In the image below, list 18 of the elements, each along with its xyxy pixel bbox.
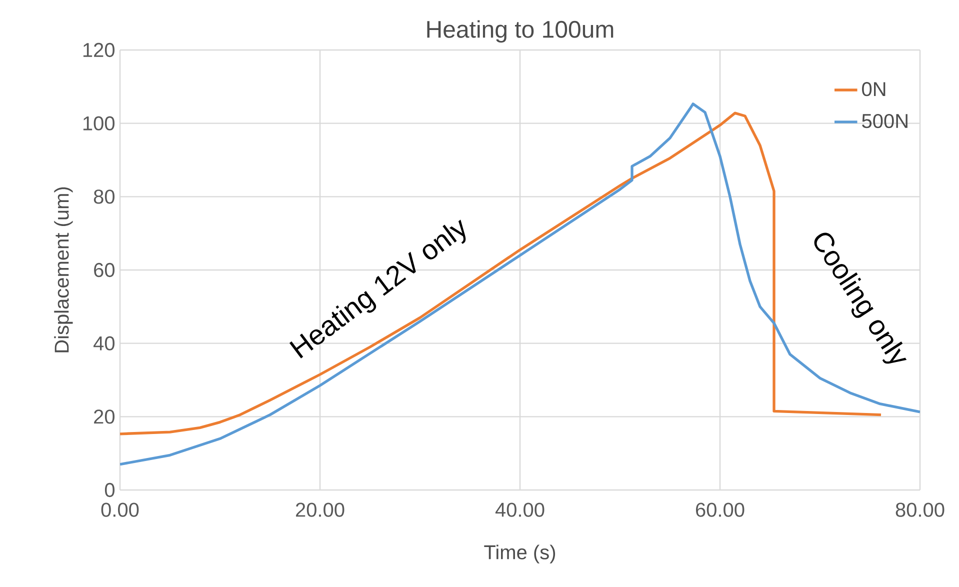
y-tick-label: 0 <box>104 482 115 498</box>
x-tick-label: 40.00 <box>495 502 544 517</box>
y-tick-label: 40 <box>94 336 114 350</box>
legend-label: 0N <box>862 82 886 96</box>
y-tick-label: 80 <box>94 190 114 204</box>
y-tick-label: 120 <box>83 42 114 58</box>
y-tick-label: 60 <box>94 262 114 278</box>
x-tick-label: 80.00 <box>896 502 944 517</box>
x-axis-title: Time (s) <box>484 544 556 564</box>
x-tick-label: 20.00 <box>296 502 344 517</box>
chart-title: Heating to 100um <box>427 20 614 43</box>
legend-label: 500N <box>862 114 908 128</box>
y-tick-label: 20 <box>94 410 114 424</box>
x-tick-label: 60.00 <box>696 502 744 517</box>
line-series <box>120 102 920 466</box>
y-tick-label: 100 <box>83 116 114 130</box>
x-tick-label: 0.00 <box>101 502 139 517</box>
y-axis-title: Displacement (um) <box>54 187 73 352</box>
